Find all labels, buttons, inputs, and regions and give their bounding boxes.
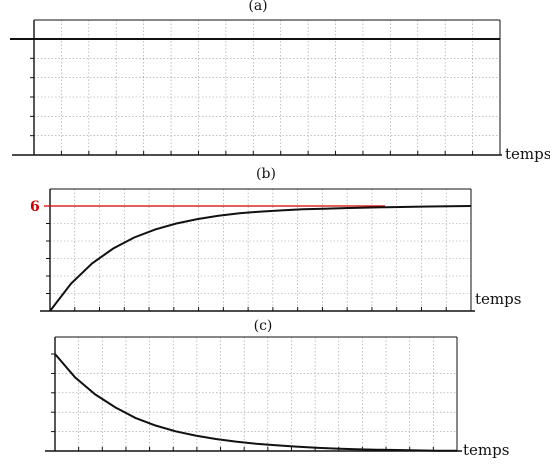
panel-b: (b) 6 temps: [30, 166, 521, 312]
panel-a-title: (a): [248, 0, 267, 14]
panel-b-title: (b): [256, 166, 276, 182]
panel-a-grid: [30, 20, 500, 155]
panel-c-grid: [51, 337, 457, 451]
panel-a-xlabel: temps: [505, 145, 550, 163]
panel-c-series-line: [54, 353, 458, 452]
panel-c-xlabel: temps: [463, 441, 509, 459]
panel-b-grid: [46, 189, 471, 311]
panel-b-xlabel: temps: [475, 290, 521, 308]
panel-b-series-line: [49, 205, 472, 312]
panel-a: (a) temps: [10, 0, 550, 163]
panel-b-annotation-label: 6: [30, 199, 40, 215]
panel-c: (c) temps: [45, 318, 509, 459]
panel-c-title: (c): [254, 318, 273, 334]
